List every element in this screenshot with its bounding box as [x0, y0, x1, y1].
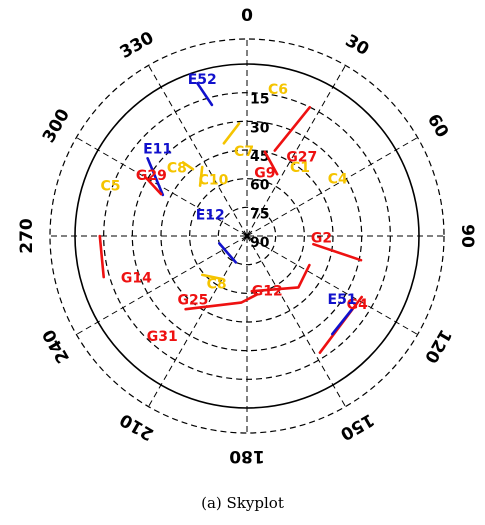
track-g9 — [263, 150, 279, 176]
sat-label-g25: G25 — [177, 292, 208, 308]
azimuth-label-210: 210 — [116, 409, 157, 444]
track-e12 — [218, 242, 238, 264]
track-g12 — [250, 263, 311, 293]
azimuth-spoke-300 — [76, 137, 248, 237]
azimuth-label-120: 120 — [420, 326, 455, 367]
sat-label-g14: G14 — [121, 270, 152, 286]
azimuth-label-150: 150 — [336, 409, 377, 444]
azimuth-label-0: 0 — [241, 6, 253, 26]
elevation-label-15: 15 — [250, 92, 269, 108]
track-c8 — [181, 161, 195, 171]
sat-label-c4: C4 — [328, 171, 348, 187]
azimuth-spoke-240 — [76, 235, 248, 335]
track-g27 — [273, 105, 312, 152]
track-e11 — [146, 157, 165, 197]
sat-label-c7: C7 — [234, 144, 254, 160]
sat-label-c8: C8 — [167, 160, 187, 176]
azimuth-label-60: 60 — [423, 111, 452, 142]
sat-label-e12: E12 — [196, 208, 225, 224]
azimuth-label-270: 270 — [17, 218, 37, 254]
sat-label-g31: G31 — [147, 329, 178, 345]
zenith-star-stroke — [241, 230, 253, 242]
sat-label-g4: G4 — [347, 297, 368, 313]
sat-label-e52: E52 — [188, 72, 217, 88]
track-g25 — [184, 293, 259, 311]
azimuth-label-330: 330 — [117, 28, 158, 63]
elevation-label-60: 60 — [250, 178, 270, 194]
azimuth-label-240: 240 — [39, 325, 74, 366]
azimuth-label-180: 180 — [229, 446, 265, 466]
figure-caption: (a) Skyplot — [201, 494, 284, 512]
sat-label-g9: G9 — [254, 166, 275, 182]
track-g29 — [144, 176, 163, 196]
elevation-ring-75 — [217, 206, 277, 266]
sat-label-g12: G12 — [252, 284, 283, 300]
azimuth-spoke-150 — [246, 235, 346, 407]
elevation-label-30: 30 — [250, 120, 270, 136]
sat-label-c5: C5 — [101, 178, 121, 194]
track-g14 — [98, 234, 105, 279]
sat-label-c10: C10 — [199, 172, 229, 188]
track-e52 — [196, 82, 214, 107]
azimuth-label-30: 30 — [342, 31, 373, 60]
outer-boundary-ring — [49, 38, 445, 434]
azimuth-spoke-210 — [148, 235, 248, 407]
track-e51 — [331, 308, 354, 336]
sat-label-c1: C1 — [290, 160, 310, 176]
elevation-label-75: 75 — [250, 206, 269, 222]
azimuth-spokes — [50, 39, 444, 433]
elevation-label-90: 90 — [250, 235, 270, 251]
satellite-tracks — [98, 82, 363, 354]
sat-label-e11: E11 — [143, 142, 172, 158]
azimuth-spoke-330 — [148, 65, 248, 237]
sat-label-e51: E51 — [328, 292, 357, 308]
track-c7 — [222, 122, 241, 145]
track-g2 — [312, 242, 363, 262]
sat-label-g29: G29 — [136, 168, 167, 184]
azimuth-spoke-120 — [246, 235, 418, 335]
elevation-ring-60 — [189, 178, 305, 294]
track-c10 — [198, 165, 204, 187]
sat-label-c6: C6 — [268, 82, 288, 98]
sat-label-g2: G2 — [311, 231, 332, 247]
azimuth-spoke-60 — [246, 137, 418, 237]
sat-label-g27: G27 — [286, 150, 317, 166]
azimuth-label-300: 300 — [39, 105, 74, 146]
sat-label-c8: C8 — [207, 277, 227, 293]
azimuth-spoke-30 — [246, 65, 346, 237]
azimuth-label-90: 90 — [457, 224, 477, 248]
track-c8 — [201, 273, 224, 281]
